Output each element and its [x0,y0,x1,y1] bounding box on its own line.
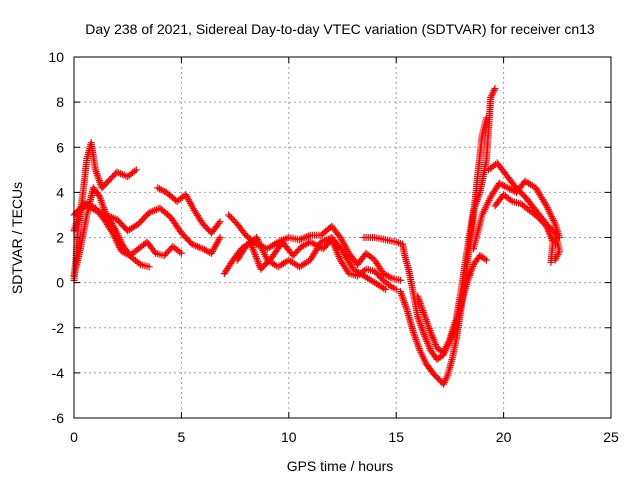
y-tick-label: 2 [56,230,64,246]
y-tick-label: -4 [52,365,65,381]
data-point [177,249,185,257]
series-track-k [414,85,499,357]
x-axis-label: GPS time / hours [287,458,394,474]
data-point [216,234,224,241]
series-track-d [70,200,224,257]
y-tick-label: 6 [56,139,64,155]
data-point [176,248,184,256]
x-tick-label: 20 [496,429,512,445]
x-tick-label: 25 [603,429,619,445]
data-point [135,259,143,267]
data-point [386,273,394,281]
y-axis-label: SDTVAR / TECUs [9,182,25,294]
data-point [131,167,139,175]
data-point [482,256,490,264]
x-tick-label: 15 [388,429,404,445]
y-tick-label: 4 [56,184,64,200]
grid-lines [74,57,611,418]
data-point [145,263,153,271]
data-point [386,282,394,290]
data-points [70,85,563,388]
data-point [215,219,223,227]
data-point [392,285,400,293]
y-axis-ticks: -6 -4 -2 0 2 4 6 8 10 [48,49,611,426]
data-point [132,166,140,174]
data-point [491,85,499,93]
y-tick-label: 10 [48,49,64,65]
data-point [95,191,103,199]
x-tick-label: 5 [178,429,186,445]
data-point [381,285,389,293]
series-track-h [233,234,389,293]
y-tick-label: -2 [52,320,65,336]
series-track-n [491,191,557,266]
series-track-l [470,177,563,253]
data-point [506,196,514,204]
y-tick-label: 8 [56,94,64,110]
chart-title: Day 238 of 2021, Sidereal Day-to-day VTE… [85,21,595,37]
x-axis-ticks: 0 5 10 15 20 25 [70,57,619,445]
data-point [547,258,555,266]
data-point [481,255,489,263]
y-tick-label: 0 [56,275,64,291]
series-track-m [485,159,563,264]
data-point [216,218,224,226]
series-track-e [154,184,224,237]
data-point [396,276,404,284]
y-tick-label: -6 [52,410,65,426]
x-tick-label: 0 [70,429,78,445]
x-tick-label: 10 [281,429,297,445]
